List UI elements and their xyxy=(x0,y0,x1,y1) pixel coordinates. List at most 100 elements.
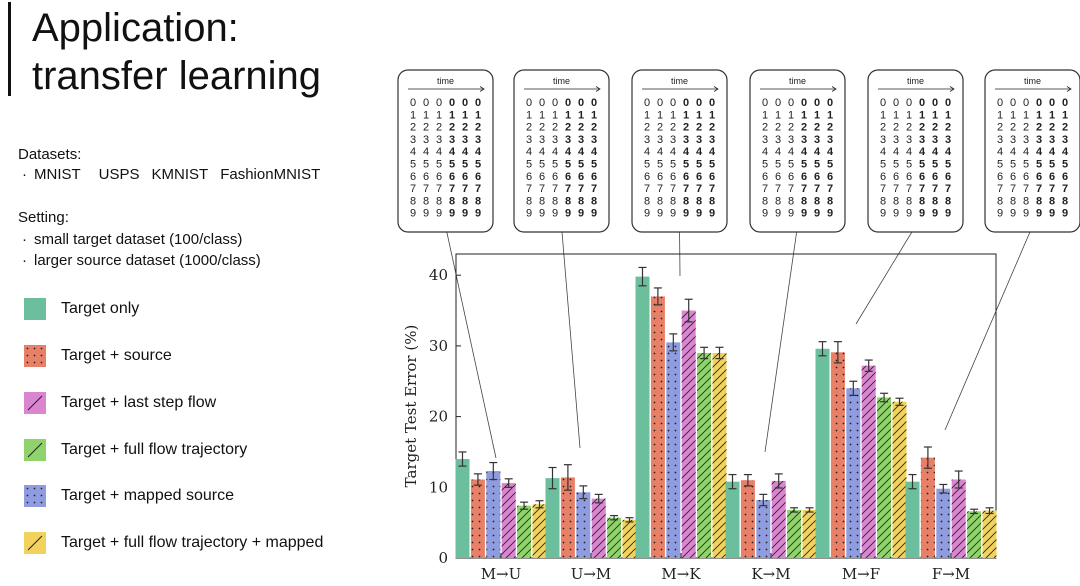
inset-thumbnail-glyph: 0 xyxy=(945,97,951,109)
y-tick-label: 0 xyxy=(438,549,448,567)
inset-thumbnail-glyph: 0 xyxy=(539,97,545,109)
inset-thumbnail-glyph: 5 xyxy=(945,159,951,171)
inset-thumbnail-glyph: 2 xyxy=(657,122,663,134)
inset-thumbnail-glyph: 7 xyxy=(436,183,442,195)
setting-item-2: · larger source dataset (1000/class) xyxy=(22,252,261,269)
inset-thumbnail-glyph: 3 xyxy=(683,134,689,146)
inset-thumbnail-glyph: 0 xyxy=(932,97,938,109)
inset-thumbnail-glyph: 7 xyxy=(997,183,1003,195)
inset-thumbnail-glyph: 6 xyxy=(423,171,429,183)
bar-pattern-dots xyxy=(846,388,861,558)
inset-thumbnail-glyph: 0 xyxy=(526,97,532,109)
inset-thumbnail-glyph: 4 xyxy=(410,146,416,158)
inset-thumbnail-glyph: 1 xyxy=(657,109,663,121)
inset-thumbnail-glyph: 7 xyxy=(827,183,833,195)
inset-thumbnail-glyph: 4 xyxy=(552,146,558,158)
inset-thumbnail-glyph: 9 xyxy=(526,208,532,220)
inset-thumbnail-glyph: 1 xyxy=(762,109,768,121)
inset-thumbnail-glyph: 3 xyxy=(801,134,807,146)
inset-thumbnail-glyph: 0 xyxy=(827,97,833,109)
inset-arrow-head xyxy=(595,86,601,92)
inset-thumbnail-glyph: 5 xyxy=(709,159,715,171)
bar-target-only-0 xyxy=(455,459,470,558)
inset-thumbnail-glyph: 7 xyxy=(683,183,689,195)
inset-thumbnail-glyph: 4 xyxy=(709,146,716,158)
inset-thumbnail-glyph: 4 xyxy=(462,146,469,158)
inset-thumbnail-glyph: 0 xyxy=(919,97,925,109)
inset-thumbnail-glyph: 5 xyxy=(578,159,584,171)
inset-thumbnail-glyph: 9 xyxy=(657,208,663,220)
inset-connector xyxy=(445,225,497,459)
inset-connector xyxy=(764,225,798,453)
inset-thumbnail-glyph: 4 xyxy=(775,146,781,158)
bar-pattern-slash xyxy=(802,509,817,558)
inset-thumbnail-glyph: 7 xyxy=(475,183,481,195)
inset-thumbnail-glyph: 9 xyxy=(1023,208,1029,220)
inset-arrow-head xyxy=(831,86,837,92)
bar-pattern-dots xyxy=(470,479,485,558)
bar-target-only-1 xyxy=(545,478,560,558)
inset-thumbnail-glyph: 4 xyxy=(1023,146,1029,158)
inset-thumbnail-glyph: 2 xyxy=(919,122,925,134)
inset-thumbnail-glyph: 1 xyxy=(1036,109,1042,121)
inset-thumbnail-glyph: 5 xyxy=(880,159,886,171)
inset-thumbnail-glyph: 0 xyxy=(696,97,702,109)
inset-thumbnail-glyph: 8 xyxy=(657,195,663,207)
inset-panel xyxy=(867,69,964,233)
inset-connector xyxy=(679,225,681,277)
inset-thumbnail-glyph: 8 xyxy=(565,195,571,207)
inset-thumbnail-glyph: 7 xyxy=(449,183,455,195)
inset-thumbnail-grid: 0 0 0 0 0 01 1 1 1 1 12 2 2 2 2 23 3 3 3 3 34 4 4 4 4 45 5 5 5 5 56 6 6 6… xyxy=(644,97,716,220)
inset-thumbnail-glyph: 9 xyxy=(539,208,545,220)
inset-thumbnail-glyph: 3 xyxy=(423,134,429,146)
bar-pattern-dots xyxy=(756,500,771,558)
inset-thumbnail-glyph: 7 xyxy=(1036,183,1042,195)
bar-pattern-slash xyxy=(771,480,786,558)
inset-thumbnail-glyph: 8 xyxy=(552,195,558,207)
inset-thumbnail-glyph: 3 xyxy=(552,134,558,146)
inset-thumbnail-glyph: 1 xyxy=(880,109,886,121)
inset-thumbnail-glyph: 3 xyxy=(775,134,781,146)
inset-thumbnail-glyph: 4 xyxy=(657,146,663,158)
inset-thumbnail-glyph: 7 xyxy=(880,183,886,195)
inset-thumbnail-glyph: 6 xyxy=(919,171,925,183)
inset-thumbnail-glyph: 2 xyxy=(644,122,650,134)
inset-thumbnail-glyph: 2 xyxy=(475,122,481,134)
inset-thumbnail-glyph: 8 xyxy=(814,195,820,207)
bar-pattern-slash xyxy=(681,310,696,558)
inset-thumbnail-glyph: 6 xyxy=(644,171,650,183)
bar-pattern-slash xyxy=(607,517,622,558)
x-tick-label: M→F xyxy=(842,565,880,583)
inset-thumbnail-glyph: 2 xyxy=(696,122,702,134)
inset-thumbnail-glyph: 0 xyxy=(565,97,571,109)
inset-thumbnail-glyph: 8 xyxy=(436,195,442,207)
inset-thumbnail-glyph: 1 xyxy=(539,109,545,121)
legend-label: Target + last step flow xyxy=(61,394,217,411)
inset-thumbnail-glyph: 0 xyxy=(670,97,676,109)
inset-thumbnail-glyph: 6 xyxy=(436,171,442,183)
inset-connector xyxy=(855,225,916,325)
bar-pattern-dots xyxy=(650,296,665,558)
inset-thumbnail-glyph: 6 xyxy=(1010,171,1016,183)
inset-thumbnail-glyph: 8 xyxy=(591,195,597,207)
inset-thumbnail-glyph: 6 xyxy=(827,171,833,183)
inset-thumbnail-glyph: 0 xyxy=(578,97,584,109)
inset-thumbnail-glyph: 3 xyxy=(696,134,702,146)
inset-thumbnail-glyph: 6 xyxy=(578,171,584,183)
inset-thumbnail-glyph: 8 xyxy=(1049,195,1055,207)
inset-thumbnail-glyph: 7 xyxy=(788,183,794,195)
inset-time-label: time xyxy=(907,76,924,86)
inset-thumbnail-glyph: 0 xyxy=(436,97,442,109)
legend-label: Target + mapped source xyxy=(61,487,234,504)
inset-thumbnail-glyph: 4 xyxy=(801,146,808,158)
inset-thumbnail-glyph: 5 xyxy=(932,159,938,171)
inset-thumbnail-glyph: 5 xyxy=(1023,159,1029,171)
inset-thumbnail-glyph: 3 xyxy=(814,134,820,146)
inset-thumbnail-glyph: 1 xyxy=(1023,109,1029,121)
legend-label: Target + full flow trajectory + mapped xyxy=(61,534,324,551)
inset-thumbnail-glyph: 2 xyxy=(552,122,558,134)
x-tick-label: M→U xyxy=(481,565,522,583)
inset-thumbnail-grid: 0 0 0 0 0 01 1 1 1 1 12 2 2 2 2 23 3 3 3 3 34 4 4 4 4 45 5 5 5 5 56 6 6 6… xyxy=(880,97,952,220)
inset-thumbnail-glyph: 4 xyxy=(539,146,545,158)
bar-pattern-dots xyxy=(560,477,575,558)
